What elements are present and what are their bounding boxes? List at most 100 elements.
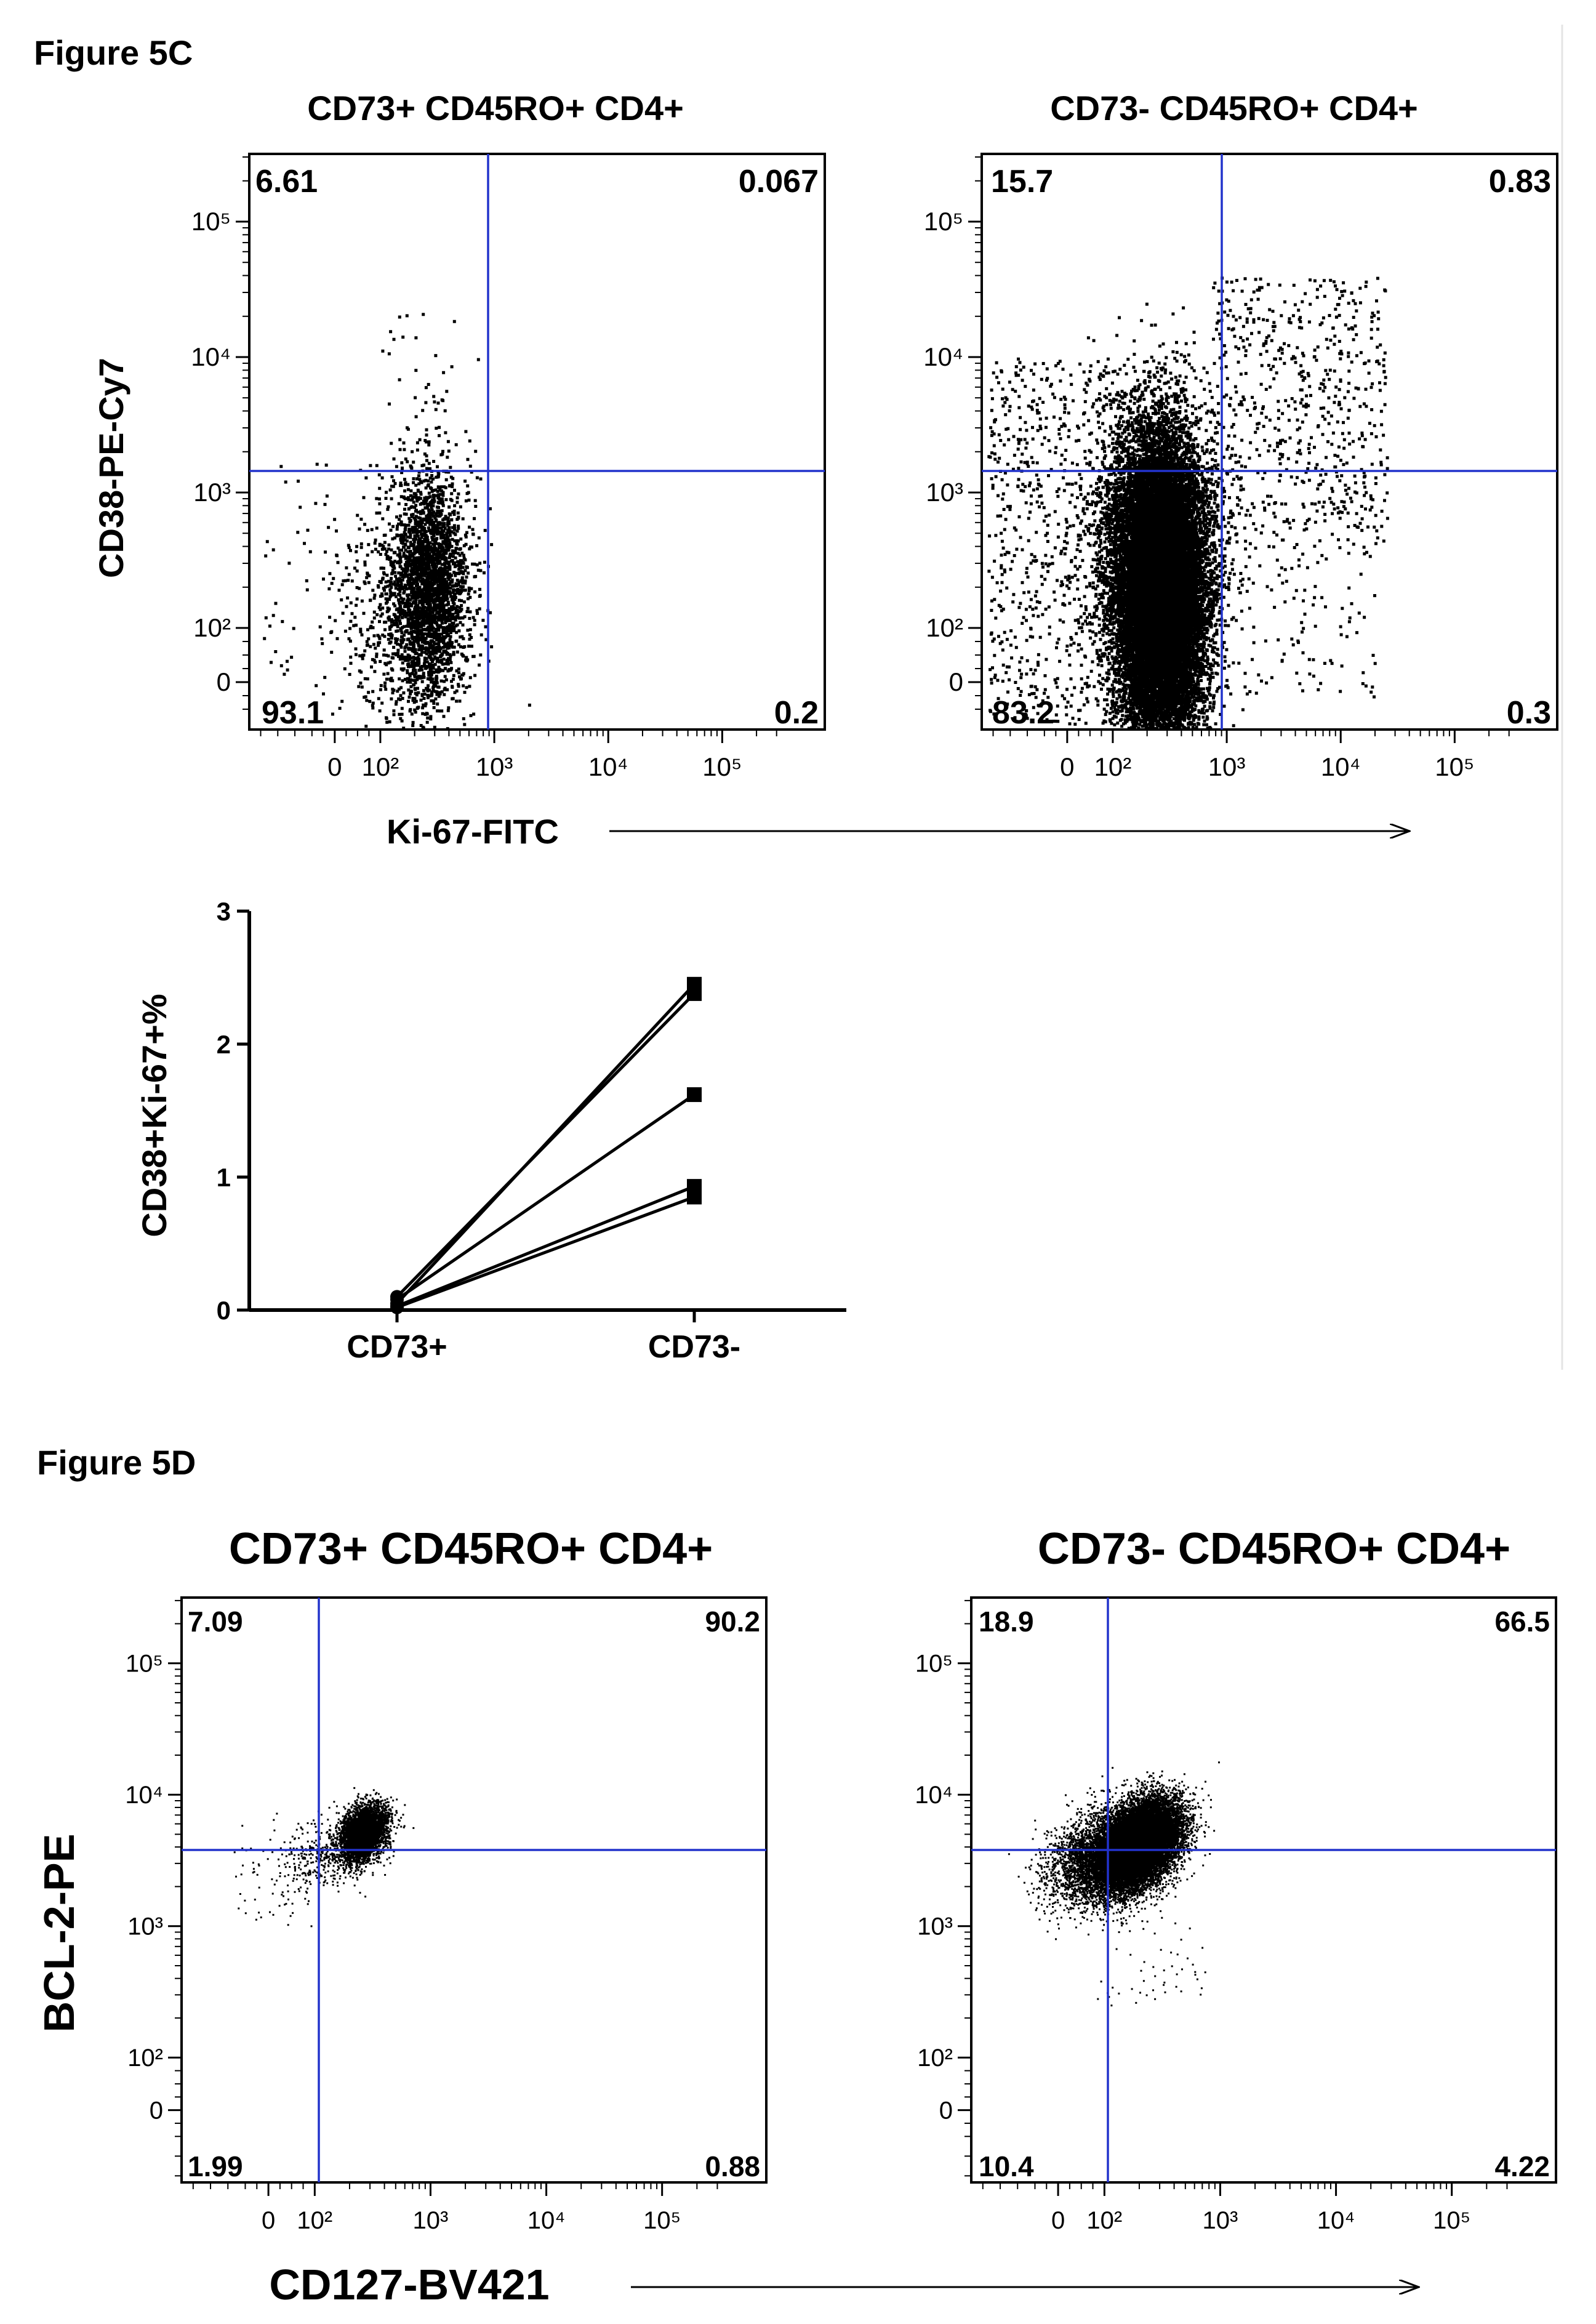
summary-y-tick-label: 0 [217, 1296, 231, 1325]
x-tick-label: 10⁵ [1435, 752, 1474, 781]
cd73-neg-point [687, 986, 702, 1001]
y-tick-label: 10⁵ [126, 1651, 163, 1678]
cd73-neg-point [687, 1189, 702, 1205]
quadrant-top-right: 0.067 [739, 164, 819, 199]
figure-5c-right-plot: 15.7 0.83 83.2 0.3 0 10² 10³ 10⁴ 10⁵ 0 10² 10³… [923, 153, 1558, 781]
y-axis: 0 10² 10³ 10⁴ 10⁵ [915, 1599, 971, 2177]
y-tick-label: 10³ [127, 1913, 163, 1940]
x-tick-label: 0 [1060, 752, 1074, 781]
y-tick-label: 10⁴ [915, 1782, 953, 1809]
plot-frame [970, 1596, 1557, 2184]
cd73-pos-point [390, 1300, 404, 1314]
y-tick-label: 10³ [926, 478, 963, 507]
quadrant-top-left: 6.61 [255, 164, 318, 199]
y-axis-ticks: 0 1 2 3 [217, 897, 249, 1325]
y-tick-label: 10⁴ [125, 1782, 163, 1809]
x-tick-label: 0 [1051, 2207, 1065, 2234]
figure-5c-label: Figure 5C [34, 33, 193, 72]
y-tick-label: 10² [917, 2045, 953, 2072]
x-axis: 0 10² 10³ 10⁴ 10⁵ [992, 730, 1510, 781]
y-tick-label: 0 [939, 2097, 953, 2125]
x-tick-label: 10⁴ [1321, 752, 1361, 781]
summary-category-label: CD73- [648, 1329, 740, 1365]
paired-line [396, 1196, 695, 1309]
scatter-points [233, 1787, 415, 1928]
figure-5c-left-plot: 6.61 0.067 93.1 0.2 0 10² 10³ 10⁴ 10⁵ 0 10² 10… [191, 153, 826, 781]
quadrant-top-left: 18.9 [979, 1606, 1034, 1638]
y-tick-label: 10² [926, 613, 963, 642]
x-axis: 0 10² 10³ 10⁴ 10⁵ [260, 730, 777, 781]
paired-line [396, 1184, 695, 1308]
plot-frame [980, 153, 1558, 731]
y-tick-label: 0 [949, 667, 963, 696]
y-tick-label: 10² [193, 613, 231, 642]
scatter-points [1008, 1761, 1220, 2007]
figure-5d-label: Figure 5D [37, 1443, 196, 1482]
x-tick-label: 10³ [476, 752, 513, 781]
x-tick-label: 10⁵ [1433, 2207, 1470, 2234]
figure-5d-left-title: CD73+ CD45RO+ CD4+ [229, 1524, 713, 1574]
scatter-dots [233, 1787, 415, 1928]
figure-5c-summary-chart: 0 1 2 3 CD73+ CD73- [217, 897, 846, 1365]
quadrant-top-left: 7.09 [188, 1606, 243, 1638]
figure-5d-y-axis-label: BCL-2-PE [35, 1834, 83, 2033]
plot-frame [180, 1596, 768, 2184]
y-tick-label: 10⁵ [191, 207, 231, 236]
x-tick-label: 10² [1094, 752, 1132, 781]
x-tick-label: 10⁴ [527, 2207, 566, 2234]
quadrant-bottom-left: 1.99 [188, 2150, 243, 2182]
y-axis: 0 10² 10³ 10⁴ 10⁵ [125, 1599, 182, 2177]
cd73-neg-point [687, 1087, 702, 1103]
x-axis-ticks: CD73+ CD73- [347, 1310, 740, 1365]
x-tick-label: 10² [362, 752, 399, 781]
plot-frame [248, 153, 826, 731]
scatter-dots [987, 276, 1389, 731]
y-tick-label: 10⁵ [915, 1651, 953, 1678]
figure-5c-left-title: CD73+ CD45RO+ CD4+ [307, 89, 684, 127]
summary-y-tick-label: 2 [217, 1030, 231, 1059]
quadrant-bottom-left: 83.2 [992, 695, 1054, 731]
y-tick-label: 10⁵ [924, 207, 963, 236]
y-tick-label: 0 [150, 2097, 163, 2125]
paired-line [396, 992, 696, 1298]
y-tick-label: 10³ [917, 1913, 953, 1940]
x-tick-label: 10³ [1203, 2207, 1238, 2234]
figure-5c-x-axis-label: Ki-67-FITC [387, 812, 559, 851]
figure-5d-right-plot: 18.9 66.5 10.4 4.22 0 10² 10³ 10⁴ 10⁵ 0 10² 10… [915, 1596, 1557, 2234]
y-tick-label: 10⁴ [923, 342, 963, 371]
x-tick-label: 10⁴ [1317, 2207, 1355, 2234]
x-tick-label: 10⁵ [702, 752, 742, 781]
x-tick-label: 10⁴ [588, 752, 628, 781]
x-tick-label: 0 [327, 752, 342, 781]
quadrant-bottom-left: 93.1 [262, 695, 324, 731]
y-tick-label: 10⁴ [191, 342, 231, 371]
y-tick-label: 10² [127, 2045, 163, 2072]
quadrant-bottom-left: 10.4 [979, 2150, 1034, 2182]
quadrant-bottom-right: 4.22 [1494, 2150, 1550, 2182]
figure-5d-right-title: CD73- CD45RO+ CD4+ [1038, 1524, 1510, 1574]
x-tick-label: 0 [262, 2207, 275, 2234]
quadrant-bottom-right: 0.88 [705, 2150, 760, 2182]
figure-5d-x-axis-label: CD127-BV421 [269, 2261, 549, 2309]
y-tick-label: 10³ [193, 478, 231, 507]
scatter-dots [1008, 1761, 1220, 2007]
quadrant-bottom-right: 0.2 [774, 695, 819, 731]
summary-y-axis-label: CD38+Ki-67+% [135, 994, 174, 1237]
figure-5d-left-plot: 7.09 90.2 1.99 0.88 0 10² 10³ 10⁴ 10⁵ 0 10² 10… [125, 1596, 768, 2234]
quadrant-top-right: 90.2 [705, 1606, 760, 1638]
y-tick-label: 0 [217, 667, 231, 696]
quadrant-top-right: 66.5 [1494, 1606, 1550, 1638]
quadrant-top-right: 0.83 [1489, 164, 1551, 199]
x-axis: 0 10² 10³ 10⁴ 10⁵ [982, 2182, 1508, 2234]
y-axis: 0 10² 10³ 10⁴ 10⁵ [923, 156, 982, 710]
summary-y-tick-label: 1 [217, 1163, 231, 1192]
figure-5c-y-axis-label: CD38-PE-Cy7 [92, 358, 130, 578]
paired-line [396, 1093, 696, 1301]
scatter-dots [263, 313, 531, 731]
summary-category-label: CD73+ [347, 1329, 447, 1365]
x-tick-label: 10² [297, 2207, 332, 2234]
quadrant-top-left: 15.7 [991, 164, 1053, 199]
quadrant-bottom-right: 0.3 [1507, 695, 1551, 731]
x-axis: 0 10² 10³ 10⁴ 10⁵ [192, 2182, 718, 2234]
